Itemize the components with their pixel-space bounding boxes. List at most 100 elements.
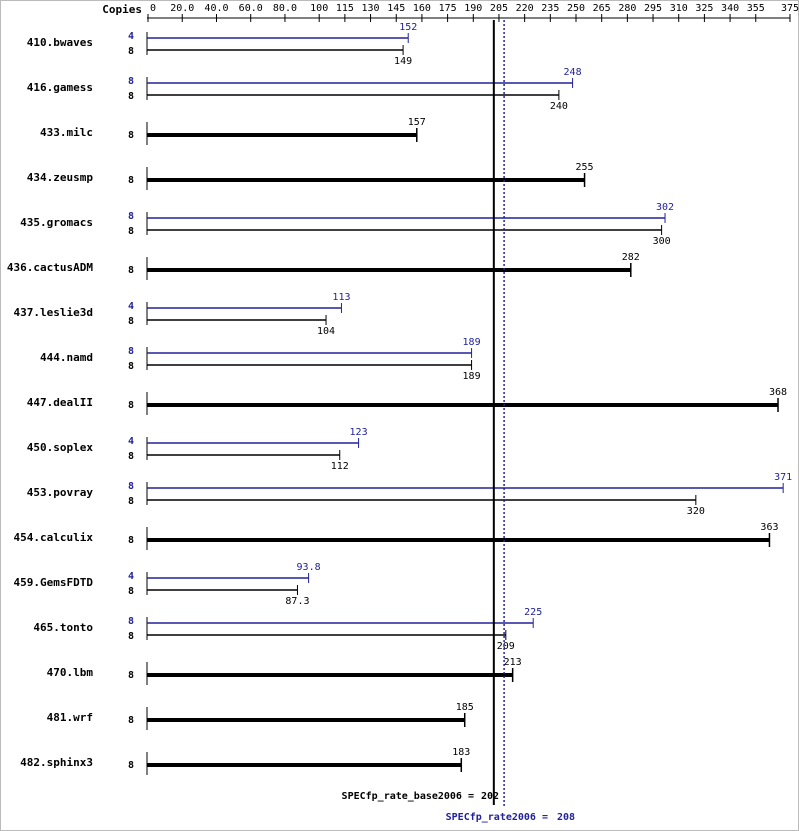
- reference-value: 202: [481, 791, 499, 802]
- x-tick-label: 235: [541, 3, 559, 14]
- x-tick-label: 40.0: [204, 3, 228, 14]
- value-label: 320: [687, 506, 705, 517]
- benchmark-name: 437.leslie3d: [14, 306, 93, 319]
- value-label: 185: [456, 702, 474, 713]
- value-label: 282: [622, 252, 640, 263]
- x-tick-label: 130: [362, 3, 380, 14]
- copies: 8: [128, 361, 134, 372]
- value-label: 152: [399, 22, 417, 33]
- copies: 8: [128, 316, 134, 327]
- benchmark-name: 450.soplex: [27, 441, 94, 454]
- copies: 8: [128, 265, 134, 276]
- benchmark-name: 459.GemsFDTD: [14, 576, 94, 589]
- copies: 8: [128, 715, 134, 726]
- copies: 8: [128, 91, 134, 102]
- benchmark-name: 481.wrf: [47, 711, 93, 724]
- x-tick-label: 145: [387, 3, 405, 14]
- reference-label: SPECfp_rate2006 =: [446, 812, 548, 823]
- copies: 8: [128, 175, 134, 186]
- copies: 8: [128, 46, 134, 57]
- copies: 8: [128, 616, 134, 627]
- x-tick-label: 205: [490, 3, 508, 14]
- copies: 8: [128, 451, 134, 462]
- benchmark-name: 444.namd: [40, 351, 93, 364]
- x-tick-label: 115: [336, 3, 354, 14]
- value-label: 87.3: [285, 596, 309, 607]
- value-label: 225: [524, 607, 542, 618]
- copies: 8: [128, 586, 134, 597]
- x-tick-label: 295: [644, 3, 662, 14]
- value-label: 112: [331, 461, 349, 472]
- copies: 8: [128, 535, 134, 546]
- x-tick-label: 340: [721, 3, 739, 14]
- benchmark-name: 470.lbm: [47, 666, 94, 679]
- benchmark-name: 416.gamess: [27, 81, 93, 94]
- value-label: 240: [550, 101, 568, 112]
- copies: 8: [128, 130, 134, 141]
- benchmark-name: 410.bwaves: [27, 36, 93, 49]
- benchmark-name: 436.cactusADM: [7, 261, 93, 274]
- value-label: 123: [350, 427, 368, 438]
- copies: 4: [128, 571, 134, 582]
- value-label: 157: [408, 117, 426, 128]
- copies: 8: [128, 670, 134, 681]
- value-label: 93.8: [297, 562, 321, 573]
- benchmark-name: 435.gromacs: [20, 216, 93, 229]
- x-tick-label: 0: [150, 3, 156, 14]
- reference-value: 208: [557, 812, 575, 823]
- benchmark-name: 454.calculix: [14, 531, 94, 544]
- value-label: 183: [452, 747, 470, 758]
- copies: 4: [128, 301, 134, 312]
- x-tick-label: 175: [439, 3, 457, 14]
- benchmark-name: 465.tonto: [33, 621, 93, 634]
- copies: 4: [128, 436, 134, 447]
- value-label: 368: [769, 387, 787, 398]
- x-tick-label: 265: [593, 3, 611, 14]
- copies-header: Copies: [102, 3, 142, 16]
- x-tick-label: 355: [747, 3, 765, 14]
- x-tick-label: 250: [567, 3, 585, 14]
- copies: 8: [128, 400, 134, 411]
- value-label: 255: [576, 162, 594, 173]
- reference-label: SPECfp_rate_base2006 =: [342, 791, 474, 802]
- value-label: 248: [564, 67, 582, 78]
- benchmark-name: 447.dealII: [27, 396, 93, 409]
- copies: 8: [128, 211, 134, 222]
- value-label: 363: [760, 522, 778, 533]
- value-label: 113: [332, 292, 350, 303]
- x-tick-label: 80.0: [273, 3, 297, 14]
- x-tick-label: 160: [413, 3, 431, 14]
- value-label: 189: [463, 337, 481, 348]
- x-tick-label: 20.0: [170, 3, 194, 14]
- value-label: 371: [774, 472, 792, 483]
- value-label: 104: [317, 326, 335, 337]
- copies: 8: [128, 496, 134, 507]
- benchmark-name: 433.milc: [40, 126, 93, 139]
- value-label: 300: [653, 236, 671, 247]
- value-label: 189: [463, 371, 481, 382]
- benchmark-name: 434.zeusmp: [27, 171, 94, 184]
- value-label: 149: [394, 56, 412, 67]
- copies: 8: [128, 760, 134, 771]
- copies: 8: [128, 481, 134, 492]
- copies: 8: [128, 226, 134, 237]
- copies: 4: [128, 31, 134, 42]
- x-tick-label: 375: [781, 3, 799, 14]
- x-tick-label: 325: [695, 3, 713, 14]
- copies: 8: [128, 346, 134, 357]
- x-tick-label: 60.0: [239, 3, 263, 14]
- benchmark-name: 482.sphinx3: [20, 756, 93, 769]
- x-tick-label: 280: [618, 3, 636, 14]
- x-tick-label: 190: [464, 3, 482, 14]
- copies: 8: [128, 631, 134, 642]
- benchmark-name: 453.povray: [27, 486, 94, 499]
- copies: 8: [128, 76, 134, 87]
- x-tick-label: 220: [516, 3, 534, 14]
- value-label: 302: [656, 202, 674, 213]
- value-label: 213: [504, 657, 522, 668]
- x-tick-label: 310: [670, 3, 688, 14]
- value-label: 209: [497, 641, 515, 652]
- x-tick-label: 100: [310, 3, 328, 14]
